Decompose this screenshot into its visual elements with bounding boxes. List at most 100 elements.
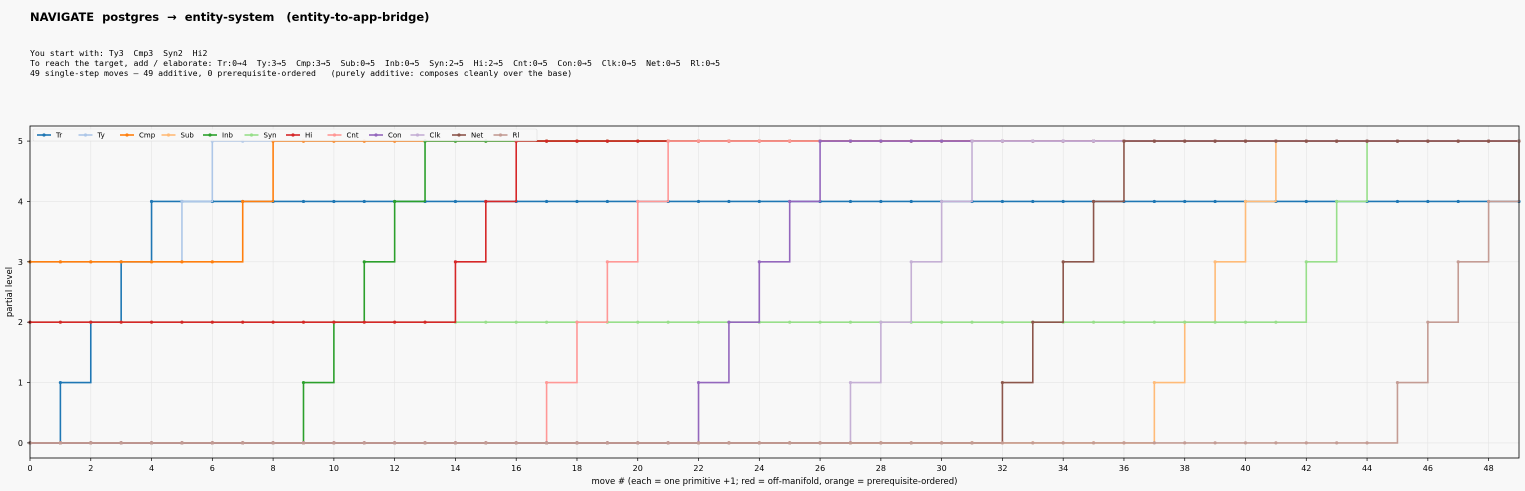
data-point [1000,320,1005,324]
data-point [423,320,427,324]
data-point [696,441,701,445]
data-point [818,139,822,143]
data-point [180,260,184,264]
data-point [119,320,123,324]
data-point [1091,320,1096,324]
data-point [362,260,366,264]
y-axis-label: partial level [5,267,15,317]
data-point [636,139,640,143]
data-point [727,139,731,143]
legend-marker [208,133,212,137]
data-point [210,320,214,324]
x-tick-label: 22 [693,464,703,473]
data-point [1395,380,1400,385]
legend-label: Clk [430,132,442,140]
data-point [818,320,822,324]
x-axis-label: move # (each = one primitive +1; red = o… [592,477,958,487]
data-point [332,199,336,204]
series-line [30,140,1519,323]
series-line [30,140,1519,444]
x-tick-label: 42 [1301,464,1311,473]
legend-item-rl: Rl [493,132,519,140]
data-point [605,199,609,204]
legend-label: Inb [222,132,234,140]
data-point [848,380,853,385]
legend-item-syn: Syn [244,132,277,140]
data-point [453,441,458,445]
data-point [393,320,397,324]
data-point [544,320,549,324]
x-tick-label: 8 [271,464,276,473]
data-point [544,380,549,385]
legend-item-cmp: Cmp [120,132,156,140]
data-point [1213,441,1217,445]
legend-label: Tr [55,132,62,140]
data-point [241,320,245,324]
data-point [1091,441,1096,445]
data-point [666,441,670,445]
data-point [605,139,609,143]
y-tick-label: 1 [18,379,23,388]
start-info: You start with: Ty3 Cmp3 Syn2 Hi2 [30,48,208,58]
data-point [1213,199,1217,204]
data-point [909,139,913,143]
legend-marker [249,133,254,137]
x-tick-label: 12 [390,464,400,473]
data-point [544,199,549,204]
series-lines [28,139,1521,445]
y-tick-label: 4 [18,197,23,206]
data-point [1456,199,1460,204]
data-point [848,139,853,143]
legend: Tr Ty Cmp Sub Inb Syn Hi Cnt Con Clk Net Rl [32,128,538,142]
series-rl [28,139,1521,445]
data-point [636,199,640,204]
data-point [1395,139,1400,143]
legend-box [32,128,538,142]
legend-marker [83,133,88,137]
data-point [119,260,123,264]
data-point [879,441,883,445]
data-point [1274,139,1278,143]
data-point [727,199,731,204]
legend-item-cnt: Cnt [327,132,359,140]
data-point [1456,260,1460,264]
series-net [28,139,1521,445]
legend-label: Ty [97,132,105,140]
data-point [1000,199,1005,204]
data-point [605,441,609,445]
y-tick-label: 0 [18,439,23,448]
data-point [757,260,761,264]
x-tick-label: 16 [511,464,521,473]
moves-summary: 49 single-step moves — 49 additive, 0 pr… [30,68,573,78]
data-point [1487,199,1491,204]
data-point [696,320,701,324]
legend-marker [457,133,461,137]
series-line [30,140,1519,444]
data-point [970,320,974,324]
data-point [666,139,670,143]
data-point [58,320,62,324]
legend-label: Cnt [347,132,359,140]
data-point [393,441,397,445]
x-tick-label: 44 [1362,464,1372,473]
x-tick-label: 40 [1240,464,1250,473]
x-tick-label: 36 [1119,464,1129,473]
data-point [301,380,306,385]
x-tick-label: 2 [88,464,93,473]
legend-item-sub: Sub [161,132,194,140]
data-point [1426,139,1430,143]
data-point [1061,139,1065,143]
x-tick-label: 38 [1180,464,1190,473]
data-point [1152,139,1156,143]
data-point [149,260,154,264]
data-point [1122,320,1126,324]
data-point [1000,380,1005,385]
y-tick-label: 3 [18,258,23,267]
data-point [1122,139,1126,143]
data-point [301,441,306,445]
data-point [575,441,579,445]
data-point [423,441,427,445]
data-point [484,320,488,324]
data-point [484,199,488,204]
